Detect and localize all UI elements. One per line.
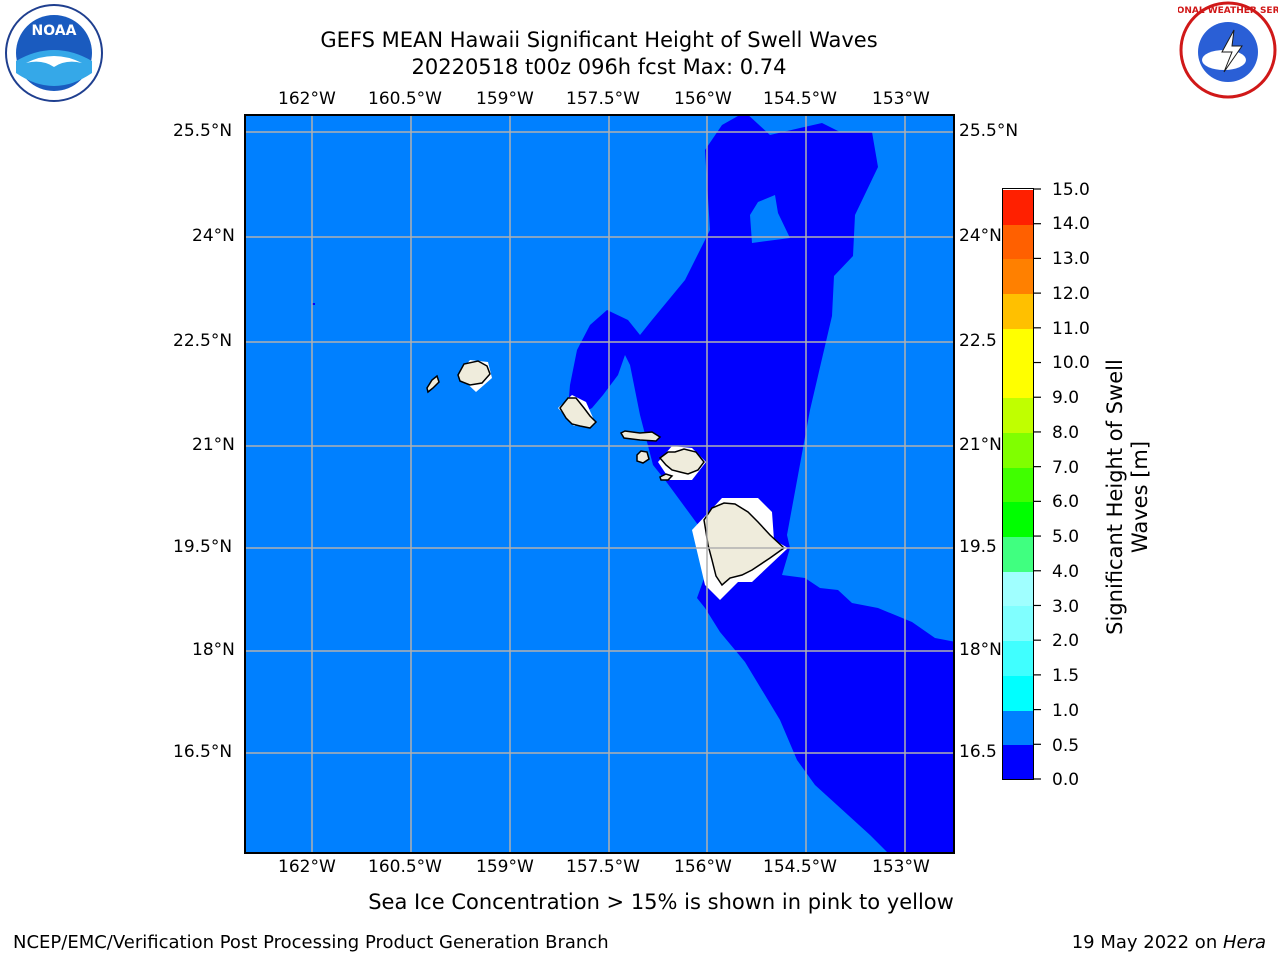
lon-label-bottom: 162°W	[278, 857, 336, 877]
lat-label-left: 16.5°N	[173, 742, 233, 762]
lon-label-top: 159°W	[476, 89, 534, 109]
island-oahu	[559, 397, 598, 429]
lat-label-right: 18°N	[959, 640, 1002, 660]
gridlines	[245, 115, 954, 853]
lon-label-bottom: 159°W	[476, 857, 534, 877]
lat-label-left: 19.5°N	[173, 537, 233, 557]
colorbar-segment	[1002, 710, 1034, 746]
lat-label-left: 25.5°N	[173, 121, 233, 141]
lat-label-right: 19.5	[959, 537, 997, 557]
island-kahoolawe	[659, 473, 674, 481]
island-molokai	[619, 430, 662, 442]
colorbar-segment	[1002, 294, 1034, 329]
colorbar-tick: 8.0	[1052, 423, 1080, 443]
colorbar-segment	[1002, 606, 1034, 642]
colorbar-tick: 11.0	[1052, 319, 1090, 339]
colorbar-tick: 0.0	[1052, 770, 1080, 790]
lon-label-top: 160.5°W	[368, 89, 442, 109]
lon-label-bottom: 153°W	[872, 857, 930, 877]
noaa-logo-text: NOAA	[32, 23, 77, 39]
island-lanai	[636, 450, 650, 464]
colorbar-title-line1: Significant Height of Swell	[1103, 359, 1127, 635]
colorbar-segment	[1002, 432, 1034, 468]
islands	[426, 360, 786, 587]
lat-label-left: 22.5°N	[173, 331, 233, 351]
island-maui	[658, 448, 705, 475]
lat-label-right: 21°N	[959, 435, 1002, 455]
lon-label-bottom: 154.5°W	[763, 857, 837, 877]
colorbar-tick: 1.5	[1052, 666, 1080, 686]
lon-label-top: 154.5°W	[763, 89, 837, 109]
noaa-logo: NOAA	[4, 3, 104, 103]
footer-machine: Hera	[1222, 932, 1266, 953]
colorbar-segment	[1002, 190, 1034, 225]
footer-credit: NCEP/EMC/Verification Post Processing Pr…	[13, 932, 609, 953]
colorbar-tick: 13.0	[1052, 249, 1090, 269]
lat-label-right: 16.5	[959, 742, 997, 762]
lon-label-bottom: 160.5°W	[368, 857, 442, 877]
lon-label-bottom: 156°W	[674, 857, 732, 877]
colorbar-segment	[1002, 398, 1034, 433]
lon-label-bottom: 157.5°W	[566, 857, 640, 877]
colorbar-title: Significant Height of Swell Waves [m]	[1103, 347, 1157, 647]
colorbar-tick: 7.0	[1052, 458, 1080, 478]
colorbar-tick: 6.0	[1052, 492, 1080, 512]
lon-label-top: 162°W	[278, 89, 336, 109]
island-niihau	[426, 374, 440, 394]
lat-label-right: 24°N	[959, 226, 1002, 246]
colorbar-segment	[1002, 363, 1034, 399]
colorbar-tick: 12.0	[1052, 284, 1090, 304]
colorbar-segment	[1002, 745, 1034, 780]
footer-date: 19 May 2022 on Hera	[1072, 932, 1266, 953]
colorbar-tick: 2.0	[1052, 631, 1080, 651]
sea-ice-note: Sea Ice Concentration > 15% is shown in …	[368, 890, 954, 914]
colorbar-ticks	[1034, 188, 1041, 780]
map-frame	[244, 114, 955, 854]
nws-logo: NATIONAL WEATHER SERVICE	[1153, 0, 1280, 100]
colorbar-tick: 15.0	[1052, 180, 1090, 200]
lon-label-top: 157.5°W	[566, 89, 640, 109]
island-kauai	[457, 360, 491, 386]
colorbar-segment	[1002, 571, 1034, 607]
colorbar-segment	[1002, 467, 1034, 503]
chart-title: GEFS MEAN Hawaii Significant Height of S…	[320, 28, 878, 52]
lat-label-left: 21°N	[192, 435, 235, 455]
colorbar-tick: 1.0	[1052, 701, 1080, 721]
island-hawaii	[703, 502, 786, 587]
lat-label-left: 18°N	[192, 640, 235, 660]
lat-label-right: 22.5	[959, 331, 997, 351]
low-swell-region	[568, 115, 954, 853]
lat-label-right: 25.5°N	[959, 121, 1019, 141]
colorbar-segment	[1002, 537, 1034, 572]
colorbar-tick: 14.0	[1052, 214, 1090, 234]
footer-date-text: 19 May 2022 on	[1071, 932, 1223, 953]
colorbar-segment	[1002, 502, 1034, 538]
colorbar-tick: 5.0	[1052, 527, 1080, 547]
colorbar-tick: 3.0	[1052, 597, 1080, 617]
lon-label-top: 156°W	[674, 89, 732, 109]
colorbar-tick: 4.0	[1052, 562, 1080, 582]
colorbar-segment	[1002, 259, 1034, 295]
lon-label-top: 153°W	[872, 89, 930, 109]
colorbar-tick: 10.0	[1052, 353, 1090, 373]
nws-logo-text: NATIONAL WEATHER SERVICE	[1178, 6, 1278, 16]
colorbar-segment	[1002, 328, 1034, 364]
colorbar-title-line2: Waves [m]	[1128, 440, 1152, 554]
colorbar-segment	[1002, 224, 1034, 260]
colorbar	[1002, 188, 1034, 780]
lat-label-left: 24°N	[192, 226, 235, 246]
colorbar-segment	[1002, 675, 1034, 711]
colorbar-segment	[1002, 641, 1034, 676]
chart-subtitle: 20220518 t00z 096h fcst Max: 0.74	[411, 55, 787, 79]
colorbar-tick: 0.5	[1052, 736, 1080, 756]
colorbar-tick: 9.0	[1052, 388, 1080, 408]
